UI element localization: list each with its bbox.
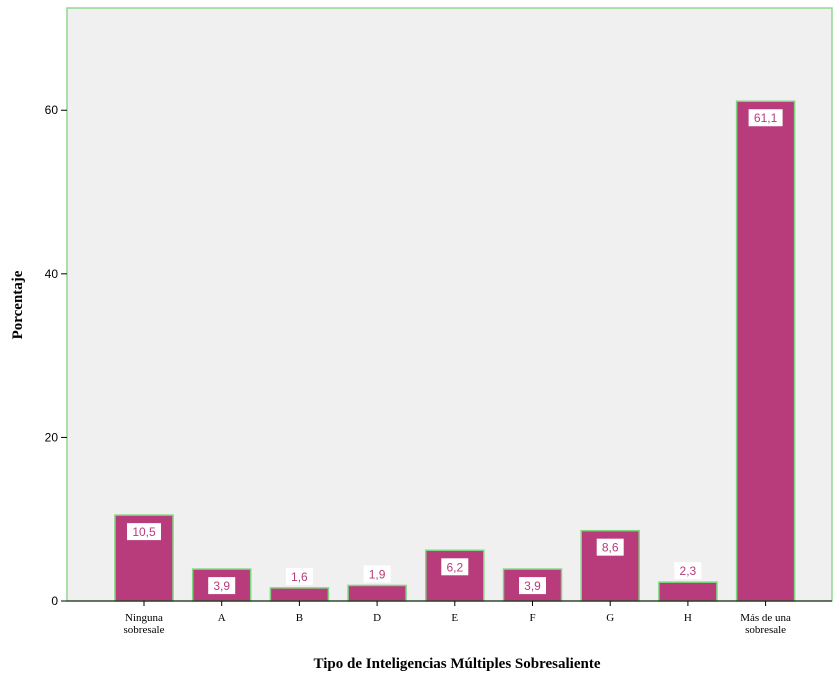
bar xyxy=(658,581,718,602)
data-label-box xyxy=(748,109,783,127)
y-tick-label: 60 xyxy=(45,103,59,117)
y-axis-title: Porcentaje xyxy=(10,270,26,339)
data-label: 61,1 xyxy=(754,111,778,125)
data-label-box xyxy=(441,558,469,576)
x-tick-label: B xyxy=(296,612,303,624)
data-label-box xyxy=(208,577,236,595)
data-label: 3,9 xyxy=(213,579,230,593)
data-label-box xyxy=(363,565,391,583)
x-tick-label: E xyxy=(451,612,458,624)
x-tick-label: D xyxy=(373,612,381,624)
x-tick-label: H xyxy=(684,612,692,624)
x-tick-label: sobresale xyxy=(745,624,786,636)
y-axis: 0 20 40 60 xyxy=(45,103,67,608)
x-tick-label: Ninguna xyxy=(125,612,163,624)
x-axis-title: Tipo de Inteligencias Múltiples Sobresal… xyxy=(314,656,601,672)
data-label: 2,3 xyxy=(680,564,697,578)
x-tick-label: A xyxy=(218,612,226,624)
bar xyxy=(347,584,407,602)
bar xyxy=(269,587,330,602)
x-tick-label: Más de una xyxy=(740,612,791,624)
y-tick-label: 20 xyxy=(45,430,59,444)
data-label: 3,9 xyxy=(524,579,541,593)
data-label-box xyxy=(596,538,624,556)
data-label: 8,6 xyxy=(602,541,619,555)
data-label: 1,6 xyxy=(291,570,308,584)
bar xyxy=(735,100,796,602)
bar xyxy=(425,549,485,602)
plot-area xyxy=(66,7,833,602)
x-tick-label: F xyxy=(529,612,535,624)
data-label: 1,9 xyxy=(369,567,386,581)
y-tick-label: 0 xyxy=(51,594,58,608)
data-label-box xyxy=(519,577,546,595)
data-label: 6,2 xyxy=(446,560,463,574)
data-label-box xyxy=(285,567,313,585)
x-tick-label: G xyxy=(606,612,614,624)
data-label-box xyxy=(127,523,161,541)
data-label-box xyxy=(674,562,702,580)
data-label: 10,5 xyxy=(132,525,156,539)
y-tick-label: 40 xyxy=(45,267,59,281)
x-tick-label: sobresale xyxy=(124,624,165,636)
bars: 10,5 3,9 1,6 1,9 6,2 3,9 8,6 2,3 61,1 xyxy=(114,100,796,602)
